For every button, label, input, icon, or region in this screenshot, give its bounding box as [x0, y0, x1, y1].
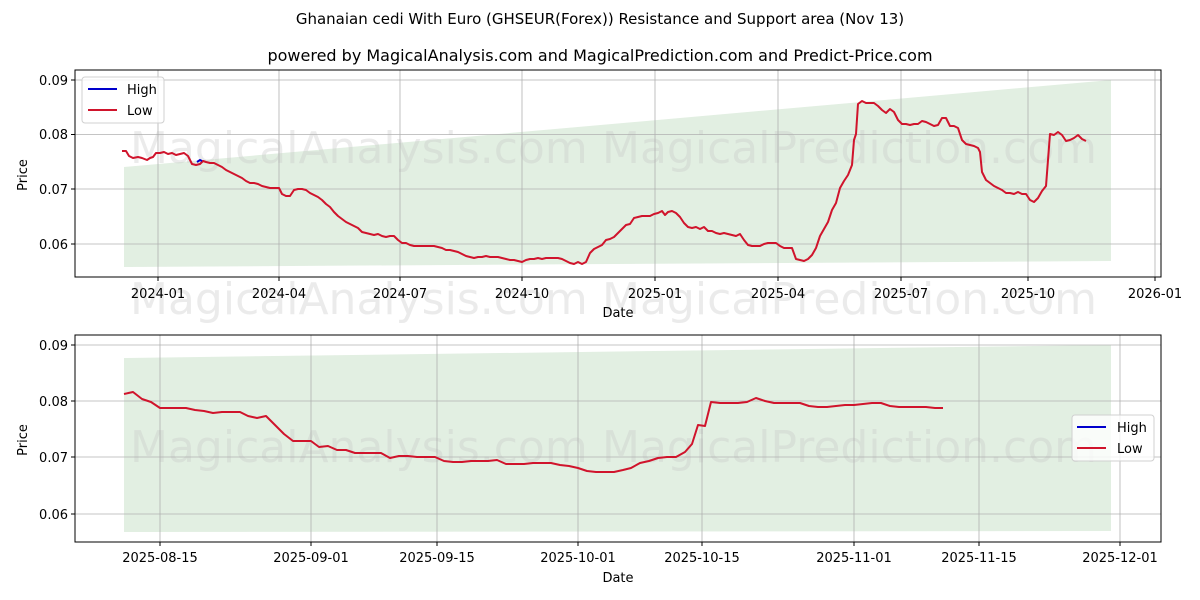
top-chart: MagicalAnalysis.com MagicalPrediction.co… — [16, 69, 1182, 325]
bottom-support-resistance-band — [124, 345, 1111, 532]
bottom-low-series-line — [123, 391, 943, 473]
watermark-analysis: MagicalAnalysis.com — [130, 274, 588, 325]
bottom-x-axis-label: Date — [602, 571, 633, 586]
top-high-series-line — [196, 158, 203, 163]
bottom-grid — [75, 335, 1161, 542]
y-tick-label: 0.07 — [39, 183, 68, 198]
x-tick-label: 2025-04 — [751, 287, 805, 302]
bottom-axes-frame — [74, 334, 1162, 543]
y-tick-label: 0.07 — [39, 451, 68, 466]
legend-low-label: Low — [1117, 442, 1143, 457]
watermark-analysis: MagicalAnalysis.com — [130, 422, 588, 473]
top-support-resistance-band — [124, 80, 1111, 267]
bottom-x-ticks: 2025-08-15 2025-09-01 2025-09-15 2025-10… — [122, 542, 1158, 566]
y-tick-label: 0.08 — [39, 395, 68, 410]
watermark-prediction: MagicalPrediction.com — [602, 274, 1097, 325]
x-tick-label: 2025-10-01 — [540, 551, 616, 566]
top-x-axis-label: Date — [602, 306, 633, 321]
watermark-prediction: MagicalPrediction.com — [602, 123, 1097, 174]
x-tick-label: 2024-01 — [131, 287, 185, 302]
top-y-axis-label: Price — [16, 159, 31, 191]
y-tick-label: 0.08 — [39, 128, 68, 143]
x-tick-label: 2025-09-15 — [399, 551, 475, 566]
y-tick-label: 0.09 — [39, 74, 68, 89]
bottom-legend: High Low — [1071, 414, 1155, 462]
watermark-analysis: MagicalAnalysis.com — [130, 123, 588, 174]
x-tick-label: 2025-01 — [628, 287, 682, 302]
x-tick-label: 2024-10 — [495, 287, 549, 302]
x-tick-label: 2025-11-15 — [941, 551, 1017, 566]
top-low-series-line — [122, 100, 1087, 265]
legend-low-label: Low — [127, 104, 153, 119]
legend-high-label: High — [1117, 421, 1147, 436]
top-axes-frame — [74, 69, 1162, 278]
x-tick-label: 2025-10 — [1001, 287, 1055, 302]
y-tick-label: 0.09 — [39, 339, 68, 354]
x-tick-label: 2024-04 — [252, 287, 306, 302]
bottom-y-axis-label: Price — [16, 424, 31, 456]
x-tick-label: 2024-07 — [373, 287, 427, 302]
top-x-ticks: 2024-01 2024-04 2024-07 2024-10 2025-01 … — [131, 277, 1182, 302]
watermark-prediction: MagicalPrediction.com — [602, 422, 1097, 473]
legend-high-label: High — [127, 83, 157, 98]
y-tick-label: 0.06 — [39, 238, 68, 253]
x-tick-label: 2025-08-15 — [122, 551, 198, 566]
bottom-y-ticks: 0.09 0.08 0.07 0.06 — [39, 339, 75, 523]
x-tick-label: 2025-09-01 — [273, 551, 349, 566]
chart-subtitle: powered by MagicalAnalysis.com and Magic… — [267, 46, 933, 65]
chart-title: Ghanaian cedi With Euro (GHSEUR(Forex)) … — [295, 10, 905, 28]
x-tick-label: 2025-10-15 — [664, 551, 740, 566]
x-tick-label: 2025-07 — [874, 287, 928, 302]
x-tick-label: 2025-11-01 — [816, 551, 892, 566]
x-tick-label: 2026-01 — [1128, 287, 1182, 302]
top-legend: High Low — [81, 76, 165, 124]
y-tick-label: 0.06 — [39, 508, 68, 523]
bottom-chart: MagicalAnalysis.com MagicalPrediction.co… — [16, 334, 1162, 586]
top-y-ticks: 0.09 0.08 0.07 0.06 — [39, 74, 75, 253]
x-tick-label: 2025-12-01 — [1082, 551, 1158, 566]
